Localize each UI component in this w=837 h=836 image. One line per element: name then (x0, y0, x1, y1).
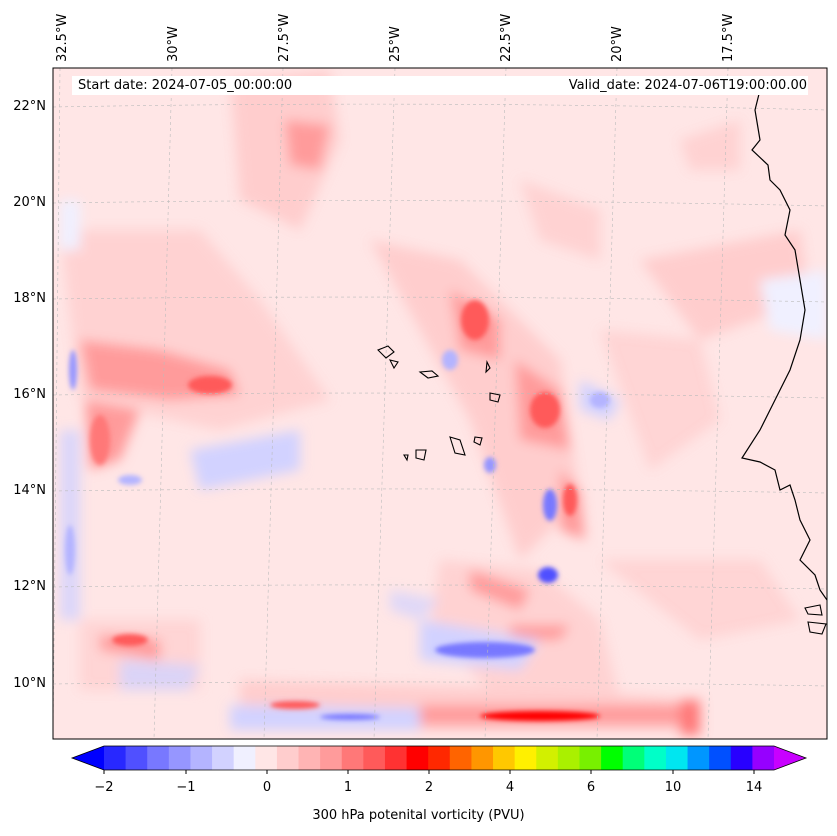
colorbar-bin (709, 746, 732, 770)
colorbar-tick-label: 2 (424, 780, 434, 795)
lon-label: 30°W (166, 26, 181, 62)
coastline-africa (741, 89, 827, 601)
lon-label: 25°W (388, 26, 403, 62)
colorbar-title: 300 hPa potenital vorticity (PVU) (312, 808, 525, 823)
start-date-label: Start date: 2024-07-05_00:00:00 (78, 78, 293, 93)
colorbar-bin (147, 746, 170, 770)
colorbar-bin (428, 746, 451, 770)
colorbar-bin (384, 746, 408, 770)
lat-label: 10°N (13, 676, 46, 691)
colorbar-extend-max (774, 746, 806, 770)
colorbar-tick-label: 0 (262, 780, 272, 795)
colorbar-bin (687, 746, 710, 770)
colorbar-tick-label: 6 (586, 780, 596, 795)
colorbar-bin (493, 746, 516, 770)
lon-label: 27.5°W (277, 13, 292, 62)
colorbar-tick-label: −2 (94, 780, 114, 795)
lon-label: 22.5°W (499, 13, 514, 62)
colorbar-bin (557, 746, 580, 770)
lon-label: 32.5°W (55, 13, 70, 62)
colorbar-bin (601, 746, 624, 770)
colorbar-bin (514, 746, 537, 770)
colorbar-bin (752, 746, 775, 770)
colorbar-bin (406, 746, 429, 770)
colorbar-bin (255, 746, 278, 770)
colorbar-bin (536, 746, 559, 770)
colorbar-bin (125, 746, 148, 770)
colorbar-bin (190, 746, 213, 770)
colorbar-extend-min (72, 746, 104, 770)
colorbar-bin (168, 746, 191, 770)
lon-label: 20°W (610, 26, 625, 62)
colorbar-tick-label: −1 (176, 780, 196, 795)
lat-label: 20°N (13, 195, 46, 210)
lat-label: 22°N (13, 99, 46, 114)
colorbar-bin (212, 746, 235, 770)
valid-date-label: Valid_date: 2024-07-06T19:00:00.00 (568, 78, 807, 93)
cape-verde-islands (377, 345, 827, 635)
colorbar-bin (341, 746, 364, 770)
colorbar-tick-label: 10 (664, 780, 682, 795)
colorbar-bin (644, 746, 667, 770)
lat-label: 14°N (13, 483, 46, 498)
lon-label: 17.5°W (721, 13, 736, 62)
map-frame (52, 67, 828, 740)
colorbar-bin (730, 746, 753, 770)
lat-label: 12°N (13, 579, 46, 594)
colorbar-bin (233, 746, 256, 770)
colorbar-bin (320, 746, 343, 770)
colorbar-bin (298, 746, 321, 770)
colorbar-tick-label: 14 (745, 780, 763, 795)
lat-label: 18°N (13, 291, 46, 306)
colorbar-tick-label: 1 (343, 780, 353, 795)
lat-label: 16°N (13, 387, 46, 402)
pv-field (53, 68, 827, 739)
colorbar-bin (104, 746, 127, 770)
info-bar (72, 76, 808, 95)
colorbar-tick-label: 4 (505, 780, 515, 795)
colorbar-bin (622, 746, 645, 770)
colorbar (70, 745, 808, 774)
colorbar-bin (449, 746, 472, 770)
colorbar-bin (363, 746, 386, 770)
colorbar-bin (579, 746, 602, 770)
colorbar-bin (665, 746, 689, 770)
colorbar-bin (276, 746, 300, 770)
colorbar-bin (471, 746, 494, 770)
